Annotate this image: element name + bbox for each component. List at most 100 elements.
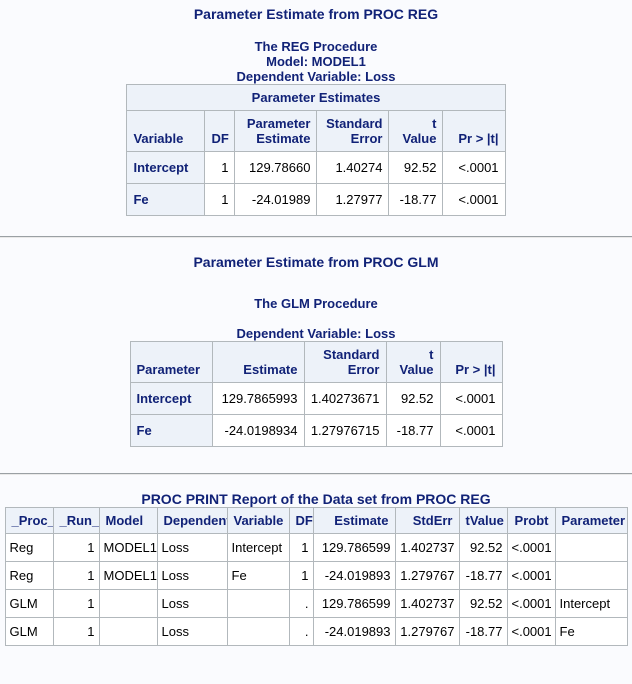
- table-cell: [226, 617, 290, 646]
- row-header: Fe: [129, 414, 213, 447]
- column-header-model: Model: [98, 507, 158, 534]
- table-cell: 1: [52, 533, 100, 562]
- column-header-parameter: Parameter: [554, 507, 628, 534]
- table-cell: -24.019893: [312, 617, 396, 646]
- table-cell: <.0001: [442, 151, 506, 184]
- table-cell: Loss: [156, 533, 228, 562]
- table-row: Intercept 1 129.78660 1.40274 92.52 <.00…: [126, 151, 506, 184]
- column-header-t-value: t Value: [388, 110, 444, 152]
- column-header-parameter-estimate: Parameter Estimate: [234, 110, 318, 152]
- table-cell: 129.786599: [312, 533, 396, 562]
- glm-output-section: Parameter Estimate from PROC GLM The GLM…: [0, 254, 632, 447]
- table-caption-row: Parameter Estimates: [126, 84, 506, 111]
- table-cell: 1.279767: [394, 561, 460, 590]
- column-header-pr-t: Pr > |t|: [439, 341, 503, 383]
- table-cell: -24.0198934: [211, 414, 305, 447]
- table-cell: 92.52: [388, 151, 444, 184]
- column-header-probt: Probt: [506, 507, 556, 534]
- table-cell: Loss: [156, 589, 228, 618]
- table-cell: 1.40273671: [303, 382, 387, 415]
- column-header-tvalue: tValue: [458, 507, 508, 534]
- table-cell: 92.52: [458, 533, 508, 562]
- table-row: Reg 1 MODEL1 Loss Fe 1 -24.019893 1.2797…: [4, 561, 628, 590]
- column-header-proc: _Proc_: [4, 507, 54, 534]
- table-cell: 1.27977: [316, 183, 390, 216]
- table-cell: 1.402737: [394, 533, 460, 562]
- table-cell: 1: [288, 561, 314, 590]
- table-cell: 1.279767: [394, 617, 460, 646]
- table-cell: 1: [52, 561, 100, 590]
- reg-title: Parameter Estimate from PROC REG: [193, 6, 439, 22]
- table-cell: Intercept: [226, 533, 290, 562]
- table-cell: -18.77: [458, 561, 508, 590]
- table-cell: [226, 589, 290, 618]
- table-caption: Parameter Estimates: [126, 84, 506, 111]
- print-report-table: _Proc_ _Run_ Model Dependent Variable DF…: [4, 507, 628, 646]
- table-cell: <.0001: [439, 382, 503, 415]
- table-cell: .: [288, 617, 314, 646]
- table-cell: 129.786599: [312, 589, 396, 618]
- column-header-dependent: Dependent: [156, 507, 228, 534]
- table-cell: -24.01989: [234, 183, 318, 216]
- reg-model-line: Model: MODEL1: [266, 54, 366, 69]
- table-cell: [98, 617, 158, 646]
- table-cell: -18.77: [388, 183, 444, 216]
- table-cell: 1: [288, 533, 314, 562]
- table-cell: 1.402737: [394, 589, 460, 618]
- reg-output-section: Parameter Estimate from PROC REG The REG…: [0, 6, 632, 216]
- table-cell: -24.019893: [312, 561, 396, 590]
- table-cell: -18.77: [385, 414, 441, 447]
- table-header-row: Variable DF Parameter Estimate Standard …: [126, 110, 506, 152]
- print-title: PROC PRINT Report of the Data set from P…: [141, 491, 491, 507]
- table-header-row: Parameter Estimate Standard Error t Valu…: [129, 341, 503, 383]
- column-header-df: DF: [288, 507, 314, 534]
- column-header-pr-t: Pr > |t|: [442, 110, 506, 152]
- glm-proc-name: The GLM Procedure: [254, 296, 378, 311]
- table-cell: 129.7865993: [211, 382, 305, 415]
- table-header-row: _Proc_ _Run_ Model Dependent Variable DF…: [4, 507, 628, 534]
- table-cell: 129.78660: [234, 151, 318, 184]
- table-cell: 1.40274: [316, 151, 390, 184]
- reg-proc-name: The REG Procedure: [254, 39, 378, 54]
- table-cell: 92.52: [385, 382, 441, 415]
- table-cell: [554, 561, 628, 590]
- table-cell: <.0001: [506, 589, 556, 618]
- table-cell: GLM: [4, 589, 54, 618]
- column-header-df: DF: [204, 110, 236, 152]
- page-divider: [0, 236, 632, 238]
- table-cell: Loss: [156, 561, 228, 590]
- table-cell: 1: [204, 151, 236, 184]
- table-cell: Loss: [156, 617, 228, 646]
- reg-parameter-estimates-table: Parameter Estimates Variable DF Paramete…: [126, 84, 506, 216]
- table-row: GLM 1 Loss . -24.019893 1.279767 -18.77 …: [4, 617, 628, 646]
- row-header: Fe: [126, 183, 206, 216]
- table-cell: .: [288, 589, 314, 618]
- column-header-t-value: t Value: [385, 341, 441, 383]
- column-header-estimate: Estimate: [211, 341, 305, 383]
- table-cell: MODEL1: [98, 561, 158, 590]
- table-row: Fe -24.0198934 1.27976715 -18.77 <.0001: [129, 414, 503, 447]
- column-header-estimate: Estimate: [312, 507, 396, 534]
- column-header-standard-error: Standard Error: [316, 110, 390, 152]
- table-cell: [554, 533, 628, 562]
- row-header: Intercept: [126, 151, 206, 184]
- table-cell: 1: [52, 617, 100, 646]
- page-divider: [0, 473, 632, 475]
- glm-dependent-line: Dependent Variable: Loss: [236, 326, 396, 341]
- table-cell: 1: [204, 183, 236, 216]
- reg-dependent-line: Dependent Variable: Loss: [236, 69, 396, 84]
- table-cell: Fe: [226, 561, 290, 590]
- table-cell: Fe: [554, 617, 628, 646]
- column-header-standard-error: Standard Error: [303, 341, 387, 383]
- table-cell: Intercept: [554, 589, 628, 618]
- column-header-parameter: Parameter: [129, 341, 213, 383]
- column-header-run: _Run_: [52, 507, 100, 534]
- table-cell: 1: [52, 589, 100, 618]
- table-cell: <.0001: [506, 561, 556, 590]
- table-row: GLM 1 Loss . 129.786599 1.402737 92.52 <…: [4, 589, 628, 618]
- table-cell: 1.27976715: [303, 414, 387, 447]
- glm-parameter-estimates-table: Parameter Estimate Standard Error t Valu…: [129, 341, 503, 447]
- table-cell: <.0001: [506, 617, 556, 646]
- table-row: Intercept 129.7865993 1.40273671 92.52 <…: [129, 382, 503, 415]
- table-row: Reg 1 MODEL1 Loss Intercept 1 129.786599…: [4, 533, 628, 562]
